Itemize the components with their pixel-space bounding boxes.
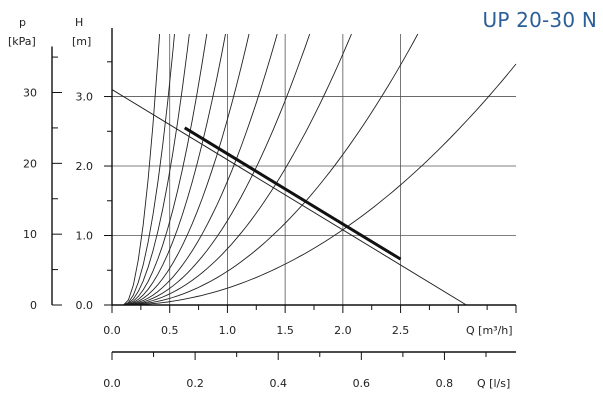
p-axis-unit: [kPa] [8,35,36,48]
h-tick-label-0: 0.0 [76,299,94,312]
system-curve-3 [123,33,208,306]
h-axis-symbol: H [75,16,83,29]
q-axis-label: Q [m³/h] [466,324,513,337]
p-tick-label-0: 0 [30,299,37,312]
p-tick-label-3: 30 [23,87,37,100]
system-curve-4 [123,33,226,306]
q-tick-label-0: 0.0 [103,324,121,337]
ls-tick-label-4: 0.8 [436,377,454,390]
q-tick-label-2: 1.0 [219,324,237,337]
p-axis-symbol: p [19,16,26,29]
q-tick-label-3: 1.5 [276,324,294,337]
system-curve-6 [123,33,278,306]
axes [51,28,517,360]
ls-tick-label-1: 0.2 [186,377,204,390]
pump-curve-group [111,89,467,306]
h-axis-unit: [m] [72,35,91,48]
system-curve-7 [123,33,311,306]
h-tick-label-3: 3.0 [76,91,94,104]
operating-range-line [183,126,402,261]
system-curve-1 [123,33,175,306]
q-tick-label-5: 2.5 [392,324,410,337]
q-tick-label-4: 2.0 [334,324,352,337]
system-curve-10 [123,63,517,306]
system-curve-9 [123,33,419,306]
ls-axis-label: Q [l/s] [477,377,510,390]
ls-tick-label-0: 0.0 [103,377,121,390]
system-curve-5 [123,33,250,306]
q-tick-label-1: 0.5 [161,324,179,337]
h-tick-label-2: 2.0 [76,160,94,173]
system-curve-0 [123,33,161,306]
ls-tick-label-3: 0.6 [353,377,371,390]
p-tick-label-2: 20 [23,157,37,170]
pump-curve-line [111,89,467,306]
axis-labels: 0.0 1.0 2.0 3.0 H [m] 0 10 20 30 p [kPa] 0.0 0.5 1.0 1.… [8,16,513,390]
system-curve-8 [123,33,352,306]
system-curve-2 [123,33,190,306]
chart-title: UP 20-30 N [482,8,597,32]
h-tick-label-1: 1.0 [76,230,94,243]
ls-tick-label-2: 0.4 [269,377,287,390]
system-curves [123,33,517,306]
p-tick-label-1: 10 [23,228,37,241]
